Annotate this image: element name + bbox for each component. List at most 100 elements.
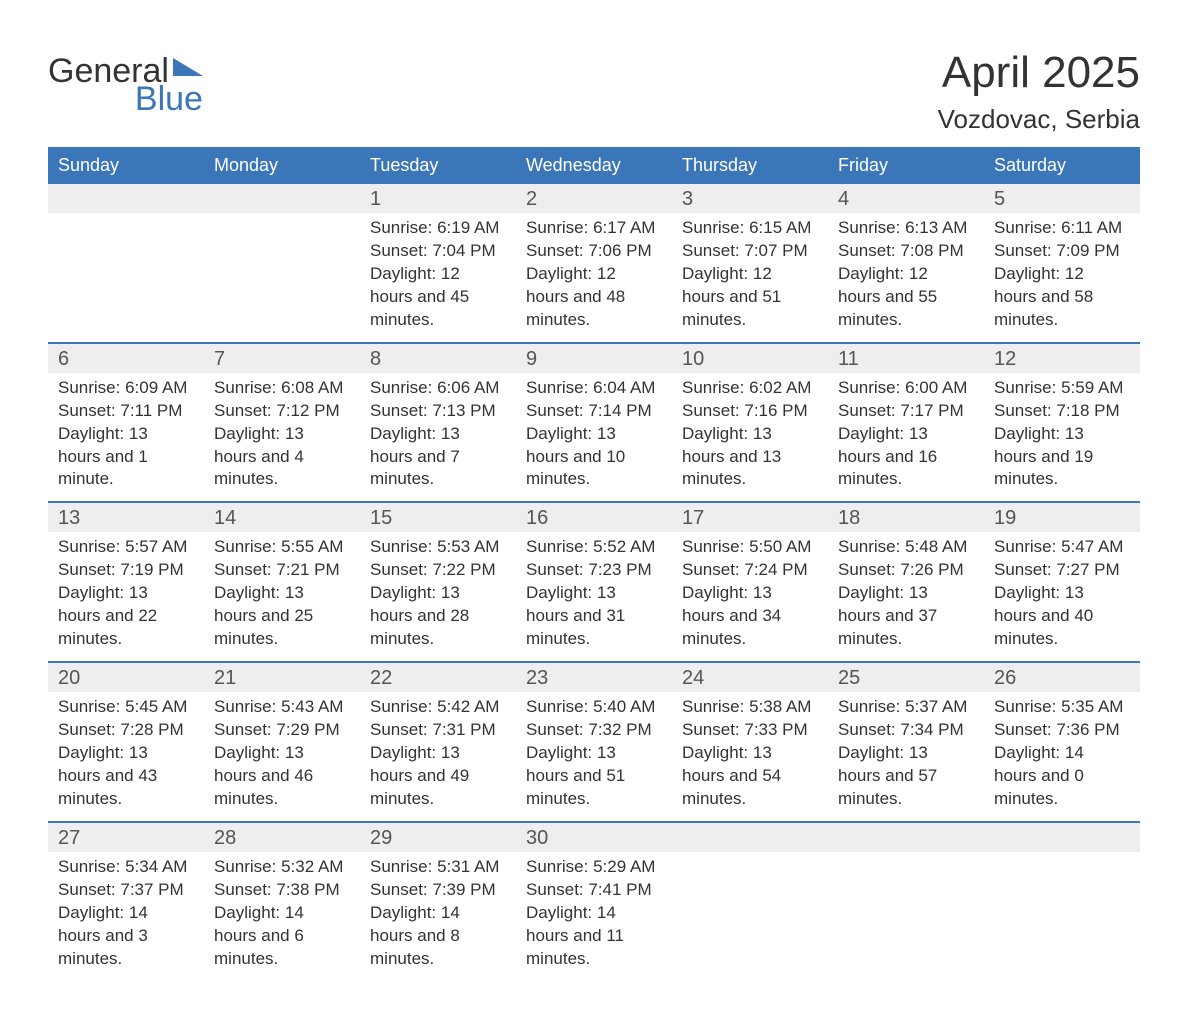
- daylight-text: Daylight: 13 hours and 46 minutes.: [214, 742, 350, 811]
- day-cell: Sunrise: 5:35 AMSunset: 7:36 PMDaylight:…: [984, 692, 1140, 821]
- day-header-wednesday: Wednesday: [516, 147, 672, 184]
- sunrise-text: Sunrise: 5:50 AM: [682, 536, 818, 559]
- day-cell: [204, 213, 360, 342]
- sunset-text: Sunset: 7:34 PM: [838, 719, 974, 742]
- day-cell: Sunrise: 5:29 AMSunset: 7:41 PMDaylight:…: [516, 852, 672, 981]
- daylight-text: Daylight: 14 hours and 0 minutes.: [994, 742, 1130, 811]
- daylight-text: Daylight: 14 hours and 6 minutes.: [214, 902, 350, 971]
- page-header: General Blue April 2025 Vozdovac, Serbia: [48, 48, 1140, 135]
- day-cell: Sunrise: 5:48 AMSunset: 7:26 PMDaylight:…: [828, 532, 984, 661]
- day-number: 21: [204, 663, 360, 692]
- week-body-row: Sunrise: 5:57 AMSunset: 7:19 PMDaylight:…: [48, 532, 1140, 661]
- week-daynum-row: 12345: [48, 184, 1140, 213]
- sunrise-text: Sunrise: 5:55 AM: [214, 536, 350, 559]
- sunrise-text: Sunrise: 5:47 AM: [994, 536, 1130, 559]
- day-number: [828, 823, 984, 852]
- day-cell: Sunrise: 5:43 AMSunset: 7:29 PMDaylight:…: [204, 692, 360, 821]
- sunset-text: Sunset: 7:27 PM: [994, 559, 1130, 582]
- sunset-text: Sunset: 7:39 PM: [370, 879, 506, 902]
- day-number: 6: [48, 344, 204, 373]
- sunrise-text: Sunrise: 5:45 AM: [58, 696, 194, 719]
- day-number: 16: [516, 503, 672, 532]
- day-cell: [48, 213, 204, 342]
- day-number: 22: [360, 663, 516, 692]
- daylight-text: Daylight: 13 hours and 37 minutes.: [838, 582, 974, 651]
- sunset-text: Sunset: 7:24 PM: [682, 559, 818, 582]
- sunset-text: Sunset: 7:21 PM: [214, 559, 350, 582]
- sunrise-text: Sunrise: 6:09 AM: [58, 377, 194, 400]
- day-cell: Sunrise: 5:40 AMSunset: 7:32 PMDaylight:…: [516, 692, 672, 821]
- sunset-text: Sunset: 7:12 PM: [214, 400, 350, 423]
- title-month: April 2025: [938, 48, 1140, 98]
- daylight-text: Daylight: 13 hours and 19 minutes.: [994, 423, 1130, 492]
- day-number: [48, 184, 204, 213]
- sunset-text: Sunset: 7:41 PM: [526, 879, 662, 902]
- day-number: 19: [984, 503, 1140, 532]
- day-cell: Sunrise: 5:57 AMSunset: 7:19 PMDaylight:…: [48, 532, 204, 661]
- day-header-thursday: Thursday: [672, 147, 828, 184]
- daylight-text: Daylight: 13 hours and 34 minutes.: [682, 582, 818, 651]
- week-body-row: Sunrise: 5:45 AMSunset: 7:28 PM Daylight:…: [48, 692, 1140, 821]
- sunset-text: Sunset: 7:07 PM: [682, 240, 818, 263]
- sunset-text: Sunset: 7:09 PM: [994, 240, 1130, 263]
- daylight-text: Daylight: 13 hours and 16 minutes.: [838, 423, 974, 492]
- sunrise-text: Sunrise: 5:43 AM: [214, 696, 350, 719]
- daylight-text: Daylight: 13 hours and 51 minutes.: [526, 742, 662, 811]
- sunset-text: Sunset: 7:14 PM: [526, 400, 662, 423]
- sunrise-text: Sunrise: 5:34 AM: [58, 856, 194, 879]
- day-number: 14: [204, 503, 360, 532]
- day-cell: Sunrise: 6:09 AMSunset: 7:11 PMDaylight:…: [48, 373, 204, 502]
- sunrise-text: Sunrise: 6:06 AM: [370, 377, 506, 400]
- sunset-text: Sunset: 7:36 PM: [994, 719, 1130, 742]
- sunset-text: Sunset: 7:23 PM: [526, 559, 662, 582]
- sunrise-text: Sunrise: 6:08 AM: [214, 377, 350, 400]
- day-cell: Sunrise: 5:42 AMSunset: 7:31 PMDaylight:…: [360, 692, 516, 821]
- sunset-text: Sunset: 7:18 PM: [994, 400, 1130, 423]
- day-cell: Sunrise: 6:04 AMSunset: 7:14 PMDaylight:…: [516, 373, 672, 502]
- sunrise-text: Sunrise: 6:15 AM: [682, 217, 818, 240]
- day-number: 24: [672, 663, 828, 692]
- daylight-text: Daylight: 12 hours and 51 minutes.: [682, 263, 818, 332]
- sunset-text: Sunset: 7:28 PM: [58, 719, 194, 742]
- sunrise-text: Sunrise: 5:57 AM: [58, 536, 194, 559]
- sunset-text: Sunset: 7:38 PM: [214, 879, 350, 902]
- day-number: 15: [360, 503, 516, 532]
- day-number: 25: [828, 663, 984, 692]
- day-cell: [828, 852, 984, 981]
- day-cell: Sunrise: 5:34 AMSunset: 7:37 PMDaylight:…: [48, 852, 204, 981]
- sunset-text: Sunset: 7:33 PM: [682, 719, 818, 742]
- daylight-text: Daylight: 12 hours and 58 minutes.: [994, 263, 1130, 332]
- daylight-text: Daylight: 14 hours and 3 minutes.: [58, 902, 194, 971]
- week-body-row: Sunrise: 6:19 AMSunset: 7:04 PMDaylight:…: [48, 213, 1140, 342]
- sunrise-text: Sunrise: 5:32 AM: [214, 856, 350, 879]
- day-cell: Sunrise: 6:00 AMSunset: 7:17 PMDaylight:…: [828, 373, 984, 502]
- day-number: 11: [828, 344, 984, 373]
- day-number: 5: [984, 184, 1140, 213]
- sunset-text: Sunset: 7:17 PM: [838, 400, 974, 423]
- title-block: April 2025 Vozdovac, Serbia: [938, 48, 1140, 135]
- daylight-text: Daylight: 14 hours and 8 minutes.: [370, 902, 506, 971]
- day-cell: Sunrise: 5:47 AMSunset: 7:27 PMDaylight:…: [984, 532, 1140, 661]
- title-location: Vozdovac, Serbia: [938, 104, 1140, 135]
- sunset-text: Sunset: 7:29 PM: [214, 719, 350, 742]
- daylight-text: Daylight: 12 hours and 48 minutes.: [526, 263, 662, 332]
- day-number: 10: [672, 344, 828, 373]
- sunset-text: Sunset: 7:22 PM: [370, 559, 506, 582]
- sunset-text: Sunset: 7:11 PM: [58, 400, 194, 423]
- daylight-text: Daylight: 13 hours and 22 minutes.: [58, 582, 194, 651]
- week-daynum-row: 27282930: [48, 821, 1140, 852]
- sunset-text: Sunset: 7:19 PM: [58, 559, 194, 582]
- day-number: 1: [360, 184, 516, 213]
- day-number: 17: [672, 503, 828, 532]
- day-number: 27: [48, 823, 204, 852]
- day-cell: Sunrise: 6:02 AMSunset: 7:16 PMDaylight:…: [672, 373, 828, 502]
- day-number: [984, 823, 1140, 852]
- day-number: 4: [828, 184, 984, 213]
- sunrise-text: Sunrise: 6:04 AM: [526, 377, 662, 400]
- daylight-text: Daylight: 13 hours and 4 minutes.: [214, 423, 350, 492]
- daylight-text: Daylight: 13 hours and 57 minutes.: [838, 742, 974, 811]
- day-cell: Sunrise: 6:19 AMSunset: 7:04 PMDaylight:…: [360, 213, 516, 342]
- sunset-text: Sunset: 7:06 PM: [526, 240, 662, 263]
- day-header-saturday: Saturday: [984, 147, 1140, 184]
- day-cell: Sunrise: 5:32 AMSunset: 7:38 PMDaylight:…: [204, 852, 360, 981]
